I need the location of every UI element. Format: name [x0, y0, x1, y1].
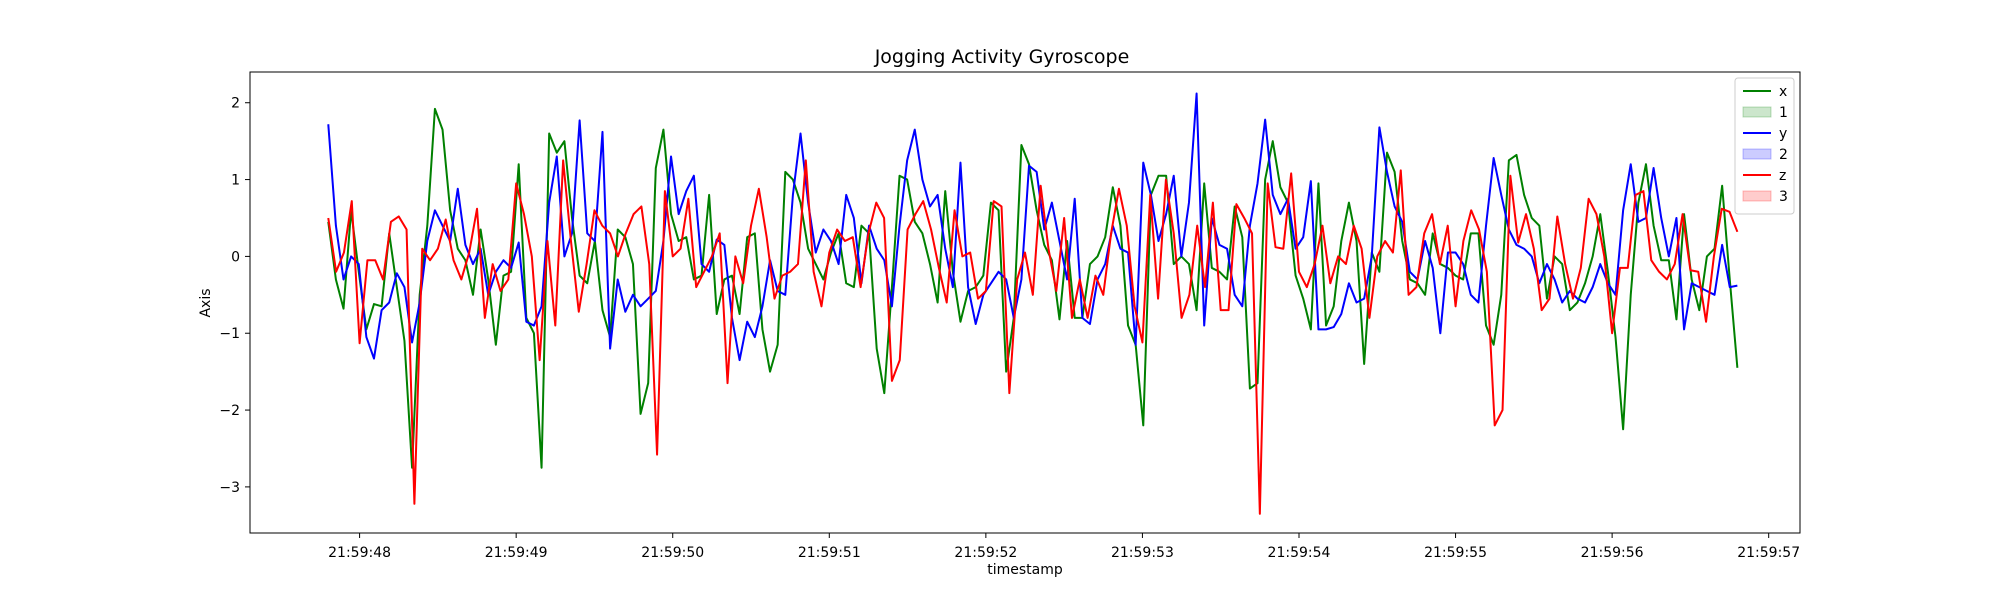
y-axis-ticks: −3 −2 −1 0 1 2 [219, 96, 250, 496]
x-tick-label: 21:59:50 [641, 545, 704, 561]
x-axis-label: timestamp [987, 562, 1063, 578]
legend-patch-swatch [1742, 148, 1772, 160]
y-tick-label: −3 [219, 480, 240, 496]
legend-label: x [1779, 84, 1787, 100]
x-tick-label: 21:59:56 [1581, 545, 1644, 561]
y-tick-label: −1 [219, 326, 240, 342]
y-tick-label: 1 [231, 173, 240, 189]
plot-frame [249, 71, 1801, 534]
chart-title: Jogging Activity Gyroscope [874, 46, 1130, 68]
y-tick-label: 2 [231, 96, 240, 112]
legend-box [1734, 77, 1795, 215]
x-tick-label: 21:59:52 [954, 545, 1017, 561]
x-tick-label: 21:59:55 [1424, 545, 1487, 561]
legend-label: z [1779, 168, 1786, 184]
y-axis-label: Axis [198, 288, 214, 317]
y-tick-label: −2 [219, 403, 240, 419]
legend-label: 1 [1779, 105, 1788, 121]
x-tick-label: 21:59:51 [798, 545, 861, 561]
legend: x 1 y 2 z 3 [1734, 77, 1795, 215]
legend-label: y [1779, 126, 1787, 142]
x-axis-ticks: 21:59:48 21:59:49 21:59:50 21:59:51 21:59:52… [328, 533, 1800, 561]
legend-patch-swatch [1742, 190, 1772, 202]
x-tick-label: 21:59:48 [328, 545, 391, 561]
series-line-x [327, 107, 1739, 469]
series-line-y [327, 92, 1738, 362]
x-tick-label: 21:59:49 [485, 545, 548, 561]
x-tick-label: 21:59:53 [1111, 545, 1174, 561]
legend-label: 3 [1779, 189, 1788, 205]
x-tick-label: 21:59:57 [1737, 545, 1800, 561]
x-tick-label: 21:59:54 [1268, 545, 1331, 561]
y-tick-label: 0 [231, 249, 240, 265]
series-line-z [327, 159, 1739, 515]
legend-patch-swatch [1742, 106, 1772, 118]
legend-label: 2 [1779, 147, 1788, 163]
plot-lines [327, 92, 1739, 515]
